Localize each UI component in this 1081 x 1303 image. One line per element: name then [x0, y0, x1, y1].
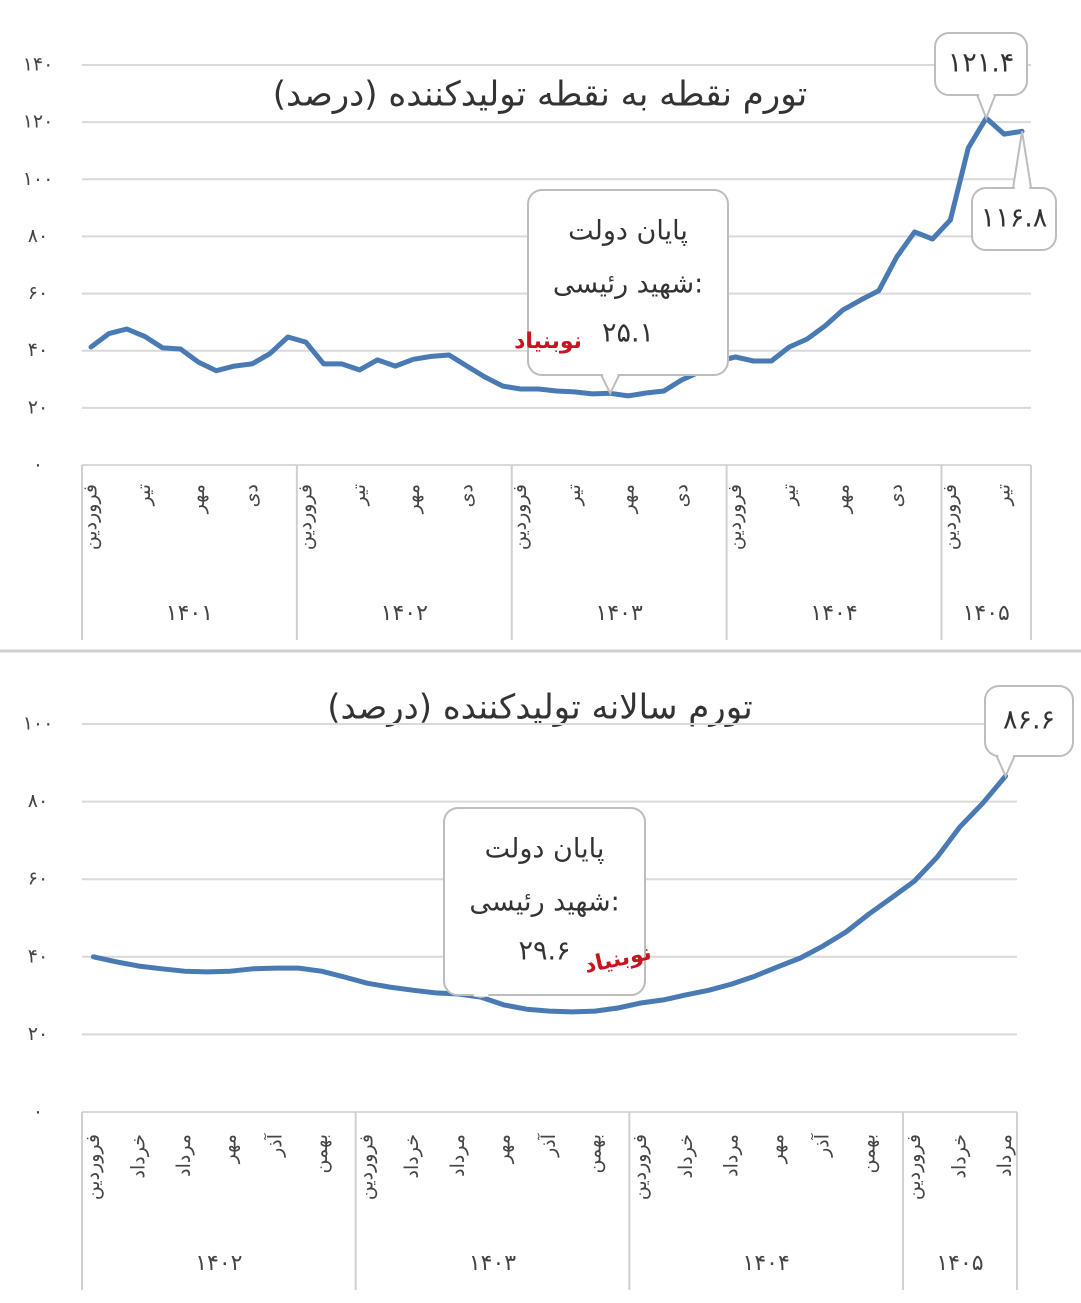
y-tick-label: ۱۲۰ — [23, 111, 54, 133]
data-line — [88, 115, 1025, 399]
callout-box — [443, 807, 646, 996]
x-tick-label: بهمن — [310, 1134, 332, 1174]
x-tick-label: آذر — [810, 1133, 834, 1158]
y-tick-label: ۶۰ — [28, 868, 48, 890]
x-tick-label: فروردین — [294, 484, 316, 550]
x-tick-label: فروردین — [724, 484, 746, 550]
x-tick-label: آذر — [536, 1133, 560, 1158]
x-tick-label: فروردین — [939, 484, 961, 550]
group-label: ۱۴۰۳ — [469, 1251, 516, 1276]
chart-title: تورم سالانه تولیدکننده (درصد) — [327, 688, 753, 728]
callout: ۱۲۱.۴ — [934, 32, 1028, 121]
group-label: ۱۴۰۵ — [963, 601, 1010, 626]
group-label: ۱۴۰۴ — [743, 1251, 790, 1276]
callout: ۸۶.۶ — [984, 685, 1074, 779]
callout: پایان دولت شهید رئیسی: ۲۵.۱ نوبنیاد — [514, 189, 729, 396]
x-tick-label: خرداد — [948, 1134, 970, 1178]
x-tick-label: مهر — [402, 484, 424, 514]
group-label: ۱۴۰۳ — [596, 601, 643, 626]
annotation-text: پایان دولت — [568, 216, 688, 247]
x-tick-label: مهر — [187, 484, 209, 514]
x-tick-label: فروردین — [79, 484, 101, 550]
x-tick-label: دی — [885, 484, 907, 507]
x-tick-label: مرداد — [720, 1134, 742, 1177]
x-tick-label: بهمن — [857, 1134, 879, 1174]
y-tick-label: ۰ — [33, 454, 43, 476]
value-label: ۱۲۱.۴ — [948, 48, 1015, 79]
y-tick-label: ۱۰۰ — [23, 713, 54, 735]
x-tick-label: فروردین — [629, 1134, 651, 1200]
x-tick-label: مهر — [831, 484, 853, 514]
x-tick-label: دی — [241, 484, 263, 507]
value-label: ۲۵.۱ — [602, 318, 654, 349]
y-tick-label: ۴۰ — [28, 945, 48, 967]
x-tick-label: بهمن — [584, 1134, 606, 1174]
group-label: ۱۴۰۲ — [195, 1251, 242, 1276]
x-tick-label: دی — [670, 484, 692, 507]
x-tick-label: فروردین — [82, 1134, 104, 1200]
x-tick-label: خرداد — [401, 1134, 423, 1178]
x-tick-label: مهر — [492, 1134, 514, 1164]
callout: ۱۱۶.۸ — [971, 131, 1057, 251]
x-tick-label: تیر — [563, 484, 585, 507]
x-tick-label: مهر — [219, 1134, 241, 1164]
callout-box — [527, 189, 729, 376]
y-tick-label: ۴۰ — [28, 339, 48, 361]
group-label: ۱۴۰۲ — [381, 601, 428, 626]
x-tick-label: مرداد — [173, 1134, 195, 1177]
value-label: ۸۶.۶ — [1003, 705, 1055, 736]
x-tick-label: فروردین — [509, 484, 531, 550]
group-label: ۱۴۰۱ — [166, 601, 213, 626]
annotation-text: پایان دولت — [485, 834, 605, 865]
x-tick-label: مرداد — [994, 1134, 1016, 1177]
y-tick-label: ۶۰ — [28, 282, 48, 304]
x-tick-label: فروردین — [903, 1134, 925, 1200]
x-tick-label: مرداد — [447, 1134, 469, 1177]
x-tick-label: تیر — [133, 484, 155, 507]
callout-box — [984, 685, 1074, 757]
x-tick-label: مهر — [617, 484, 639, 514]
x-tick-label: تیر — [348, 484, 370, 507]
value-label: ۱۱۶.۸ — [981, 203, 1048, 234]
annotation-text: شهید رئیسی: — [469, 887, 619, 918]
y-tick-label: ۲۰ — [28, 396, 48, 418]
group-label: ۱۴۰۵ — [936, 1251, 983, 1276]
value-label: ۲۹.۶ — [518, 936, 570, 967]
y-tick-label: ۲۰ — [28, 1023, 48, 1045]
x-tick-label: خرداد — [128, 1134, 150, 1178]
annotation-text: شهید رئیسی: — [553, 269, 703, 300]
y-tick-label: ۱۰۰ — [23, 168, 54, 190]
x-tick-label: مهر — [766, 1134, 788, 1164]
x-tick-label: تیر — [778, 484, 800, 507]
x-tick-label: فروردین — [356, 1134, 378, 1200]
y-tick-label: ۸۰ — [28, 225, 48, 247]
y-tick-label: ۸۰ — [28, 790, 48, 812]
x-tick-label: آذر — [262, 1133, 286, 1158]
x-tick-label: خرداد — [675, 1134, 697, 1178]
chart-title: تورم نقطه به نقطه تولیدکننده (درصد) — [273, 75, 807, 115]
data-line — [90, 773, 1009, 1015]
y-tick-label: ۱۴۰ — [23, 54, 54, 76]
x-tick-label: دی — [455, 484, 477, 507]
group-label: ۱۴۰۴ — [810, 601, 857, 626]
y-tick-label: ۰ — [33, 1101, 43, 1123]
x-tick-label: تیر — [993, 484, 1015, 507]
watermark: نوبنیاد — [514, 329, 582, 354]
